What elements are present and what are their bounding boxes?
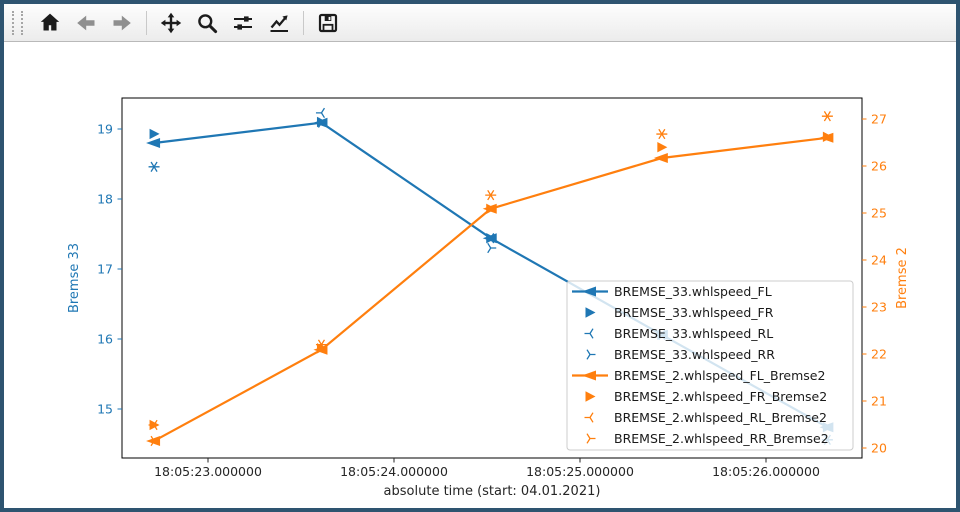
plot-canvas[interactable]: 18:05:23.000000 18:05:24.000000 18:05:25.0… — [4, 42, 956, 508]
move-arrows-icon — [160, 12, 182, 33]
right-y-axis: 20 21 22 23 24 25 26 27 Bremse 2 — [862, 112, 910, 456]
legend-entry: BREMSE_33.whlspeed_FL — [572, 284, 772, 299]
series-BREMSE_2.whlspeed_RL_Bremse2 — [148, 111, 831, 431]
legend-label: BREMSE_2.whlspeed_FR_Bremse2 — [614, 389, 827, 404]
legend-label: BREMSE_33.whlspeed_FL — [614, 284, 772, 299]
arrow-left-icon — [77, 15, 95, 30]
x-tick-label: 18:05:23.000000 — [154, 464, 262, 479]
line-chart-icon — [270, 14, 288, 32]
right-tick-label: 22 — [871, 347, 887, 362]
legend-entry: BREMSE_2.whlspeed_FL_Bremse2 — [572, 368, 825, 383]
legend-label: BREMSE_2.whlspeed_RR_Bremse2 — [614, 431, 829, 446]
right-tick-label: 26 — [871, 159, 887, 174]
right-tick-label: 27 — [871, 112, 887, 127]
legend-entry: BREMSE_2.whlspeed_FR_Bremse2 — [585, 389, 827, 404]
left-tick-label: 18 — [97, 192, 113, 207]
toolbar-separator — [146, 10, 147, 35]
toolbar-drag-handle[interactable] — [12, 10, 23, 35]
home-button[interactable] — [33, 7, 67, 39]
legend-entry: BREMSE_2.whlspeed_RL_Bremse2 — [584, 410, 827, 425]
left-tick-label: 17 — [97, 262, 113, 277]
legend-entry: BREMSE_33.whlspeed_FR — [585, 305, 774, 320]
x-tick-label: 18:05:24.000000 — [340, 464, 448, 479]
legend-entry: BREMSE_33.whlspeed_RR — [586, 347, 775, 362]
home-icon — [40, 13, 60, 30]
legend-label: BREMSE_2.whlspeed_FL_Bremse2 — [614, 368, 825, 383]
right-axis-label: Bremse 2 — [895, 247, 910, 309]
toolbar — [4, 4, 956, 42]
subplots-button[interactable] — [226, 7, 260, 39]
right-tick-label: 25 — [871, 206, 887, 221]
figure: 18:05:23.000000 18:05:24.000000 18:05:25.0… — [67, 97, 910, 499]
zoom-rect-button[interactable] — [190, 7, 224, 39]
toolbar-separator — [303, 10, 304, 35]
legend-label: BREMSE_33.whlspeed_RR — [614, 347, 775, 362]
legend-label: BREMSE_33.whlspeed_RL — [614, 326, 773, 341]
x-tick-label: 18:05:26.000000 — [712, 464, 820, 479]
forward-button[interactable] — [105, 7, 139, 39]
left-tick-label: 16 — [97, 332, 113, 347]
legend-label: BREMSE_2.whlspeed_RL_Bremse2 — [614, 410, 827, 425]
left-axis-label: Bremse 33 — [67, 243, 82, 313]
x-tick-label: 18:05:25.000000 — [526, 464, 634, 479]
series-BREMSE_2.whlspeed_RR_Bremse2 — [150, 111, 833, 447]
left-y-axis: 15 16 17 18 19 Bremse 33 — [67, 122, 122, 417]
x-axis-label: absolute time (start: 04.01.2021) — [384, 484, 601, 499]
left-tick-label: 19 — [97, 122, 113, 137]
right-tick-label: 24 — [871, 253, 887, 268]
pan-button[interactable] — [154, 7, 188, 39]
back-button[interactable] — [69, 7, 103, 39]
right-tick-label: 23 — [871, 300, 887, 315]
legend: BREMSE_33.whlspeed_FL BREMSE_33.whlspeed_… — [566, 280, 854, 451]
sliders-icon — [234, 15, 252, 30]
magnifier-icon — [198, 13, 218, 33]
arrow-right-icon — [113, 15, 131, 30]
customize-button[interactable] — [262, 7, 296, 39]
save-button[interactable] — [311, 7, 345, 39]
left-tick-label: 15 — [97, 402, 113, 417]
floppy-disk-icon — [318, 13, 338, 32]
right-tick-label: 20 — [871, 441, 887, 456]
x-axis: 18:05:23.000000 18:05:24.000000 18:05:25.0… — [154, 458, 820, 499]
legend-entry: BREMSE_2.whlspeed_RR_Bremse2 — [586, 431, 829, 446]
legend-entry: BREMSE_33.whlspeed_RL — [584, 326, 773, 341]
right-tick-label: 21 — [871, 394, 887, 409]
legend-label: BREMSE_33.whlspeed_FR — [614, 305, 774, 320]
